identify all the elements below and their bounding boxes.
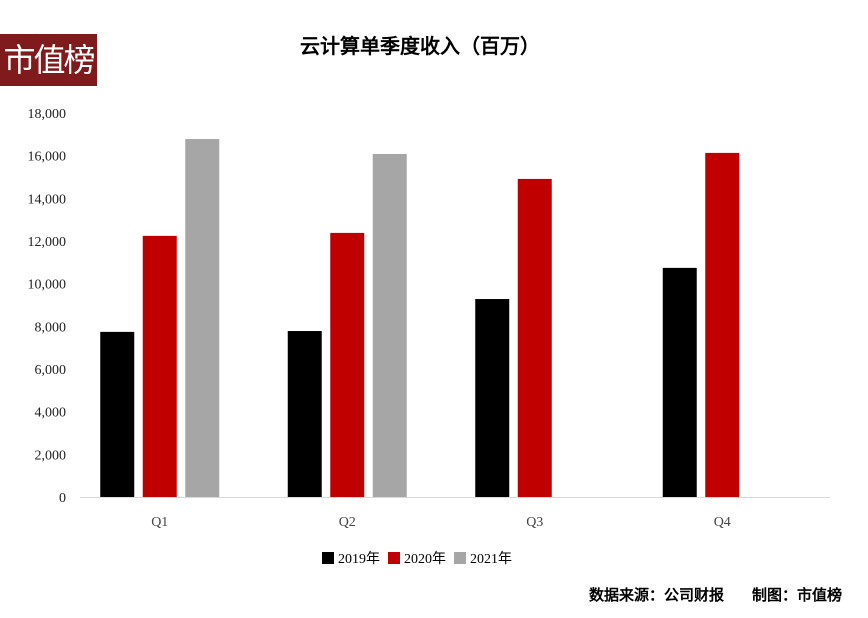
source-note: 数据来源：公司财报	[588, 586, 724, 604]
y-tick-label: 0	[59, 491, 66, 506]
bar-2020年-Q4	[705, 152, 740, 498]
y-tick-label: 12,000	[28, 235, 67, 250]
legend: 2019年 2020年 2021年	[318, 548, 512, 568]
bar-2019年-Q1	[100, 331, 135, 497]
y-tick-label: 14,000	[28, 192, 67, 207]
logo: 市值榜	[0, 34, 97, 86]
chart-title: 云计算单季度收入（百万）	[300, 34, 540, 58]
y-tick-label: 18,000	[28, 107, 67, 122]
legend-label: 2020年	[404, 552, 446, 567]
y-tick-label: 10,000	[28, 278, 67, 293]
credit-note: 制图：市值榜	[751, 586, 842, 604]
bar-2020年-Q3	[517, 178, 552, 498]
y-tick-label: 8,000	[35, 320, 67, 335]
bar-2020年-Q2	[330, 232, 365, 498]
x-tick-label: Q2	[339, 515, 356, 530]
bar-2019年-Q2	[287, 331, 322, 497]
x-tick-label: Q4	[714, 515, 731, 530]
y-tick-label: 4,000	[35, 406, 67, 421]
bar-2020年-Q1	[142, 235, 177, 497]
bar-2019年-Q4	[662, 267, 697, 497]
legend-swatch	[454, 552, 466, 564]
x-tick-label: Q3	[526, 515, 543, 530]
legend-swatch	[388, 552, 400, 564]
bar-2019年-Q3	[475, 299, 510, 497]
bar-2021年-Q1	[185, 139, 220, 497]
legend-swatch	[322, 552, 334, 564]
bar-2021年-Q2	[372, 153, 407, 497]
legend-label: 2019年	[338, 552, 380, 567]
y-tick-label: 2,000	[35, 448, 67, 463]
y-tick-label: 6,000	[35, 363, 67, 378]
x-tick-label: Q1	[151, 515, 168, 530]
footer: 数据来源：公司财报 制图：市值榜	[589, 584, 842, 605]
y-tick-label: 16,000	[28, 150, 67, 165]
legend-label: 2021年	[470, 552, 512, 567]
